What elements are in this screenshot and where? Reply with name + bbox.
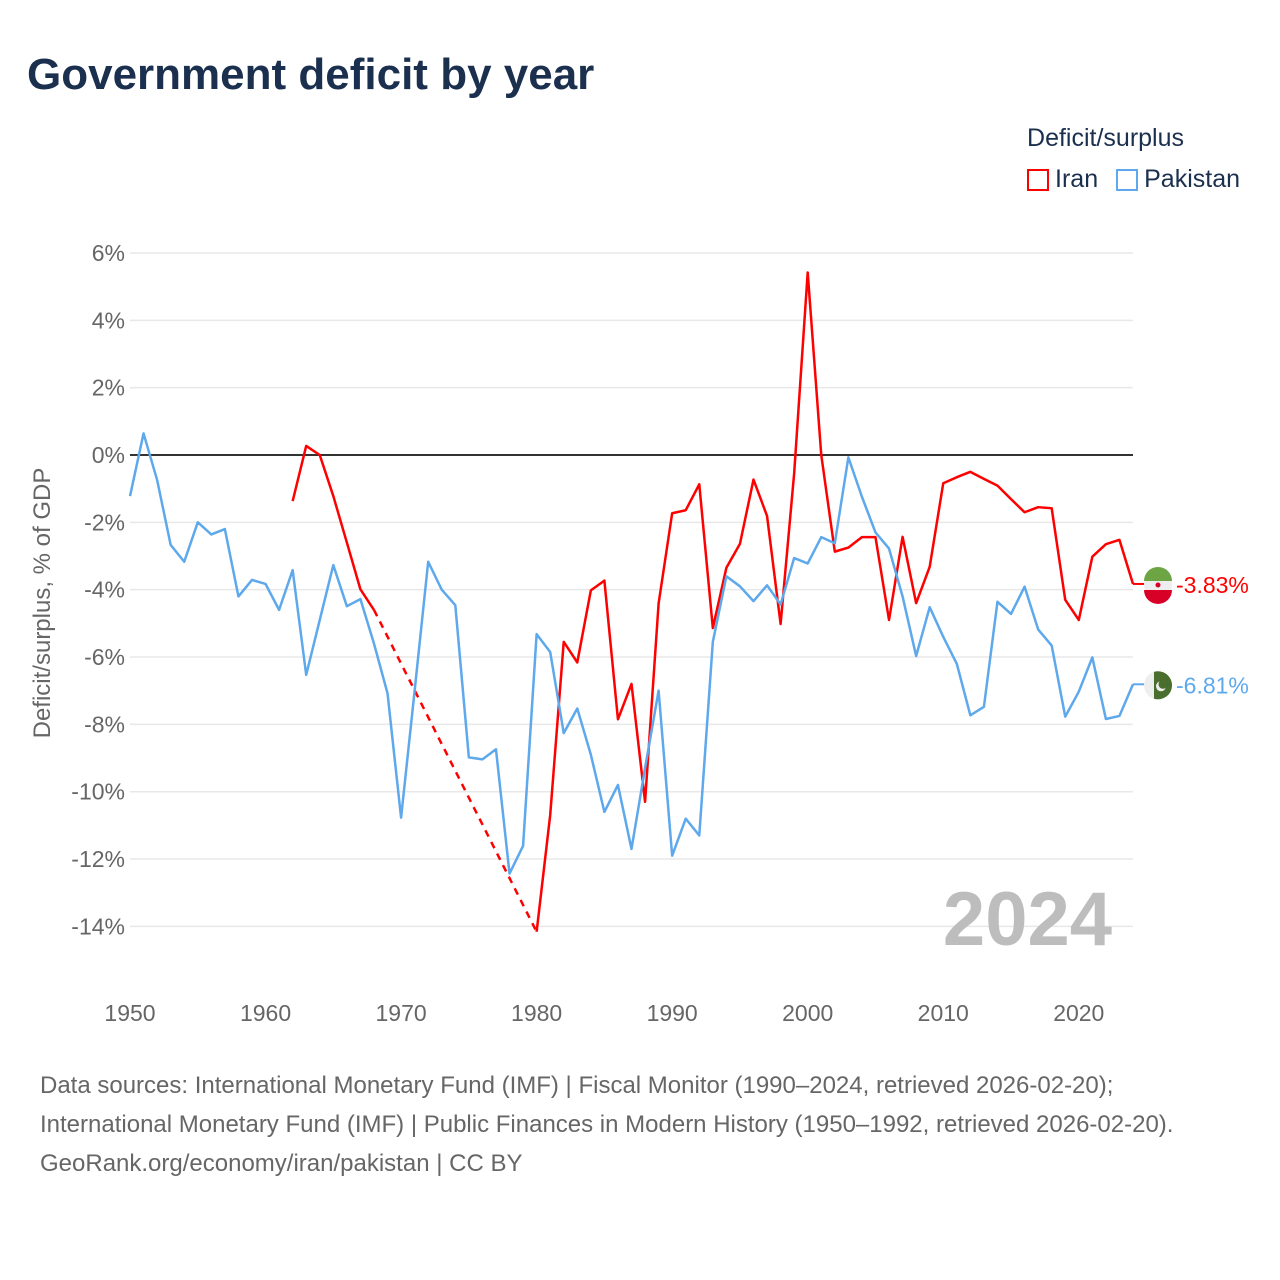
line-chart: 6% 4% 2% 0% -2% -4% -6% -8% -10% -12% -14% 1950 196… xyxy=(29,240,1249,1026)
x-tick-label: 1950 xyxy=(104,1000,155,1026)
pakistan-flag-icon xyxy=(1144,671,1173,700)
y-tick-label: -6% xyxy=(84,644,125,670)
flag-red xyxy=(1144,589,1172,604)
credit-link[interactable]: GeoRank.org/economy/iran/pakistan | CC B… xyxy=(40,1150,523,1177)
year-watermark: 2024 xyxy=(943,877,1112,962)
footer: Data sources: International Monetary Fun… xyxy=(40,1066,1240,1183)
y-tick-label: 0% xyxy=(92,442,125,468)
y-tick-label: -2% xyxy=(84,509,125,535)
legend-item-iran[interactable]: Iran xyxy=(1027,165,1098,194)
x-tick-label: 1960 xyxy=(240,1000,291,1026)
x-tick-label: 1980 xyxy=(511,1000,562,1026)
series-line-pakistan xyxy=(128,432,1135,875)
x-tick-label: 1970 xyxy=(375,1000,426,1026)
y-tick-label: -8% xyxy=(84,711,125,737)
flag-crescent-cut xyxy=(1158,679,1168,689)
legend-label-iran: Iran xyxy=(1055,165,1099,193)
y-tick-label: -12% xyxy=(71,846,125,872)
iran-flag-icon xyxy=(1144,566,1172,604)
y-axis-ticks: 6% 4% 2% 0% -2% -4% -6% -8% -10% -12% -14% xyxy=(71,240,125,939)
flag-emblem xyxy=(1155,582,1161,588)
x-axis-ticks: 1950 1960 1970 1980 1990 2000 2010 2020 xyxy=(104,1000,1104,1026)
y-tick-label: -10% xyxy=(71,779,125,805)
chart-title: Government deficit by year xyxy=(27,50,595,99)
series-lines xyxy=(128,271,1135,933)
series-line-iran xyxy=(535,271,1135,932)
legend: Deficit/surplus Iran Pakistan xyxy=(1027,124,1240,194)
x-tick-label: 1990 xyxy=(647,1000,698,1026)
legend-item-pakistan[interactable]: Pakistan xyxy=(1116,165,1240,194)
y-tick-label: 6% xyxy=(92,240,125,266)
flag-green xyxy=(1144,566,1172,581)
data-sources: Data sources: International Monetary Fun… xyxy=(40,1072,1174,1138)
legend-label-pakistan: Pakistan xyxy=(1144,165,1240,193)
legend-swatch-pakistan xyxy=(1116,168,1139,191)
end-label-pakistan: -6.81% xyxy=(1176,672,1249,698)
y-tick-label: 2% xyxy=(92,375,125,401)
end-label-iran: -3.83% xyxy=(1176,572,1249,598)
x-tick-label: 2010 xyxy=(918,1000,969,1026)
y-axis-label: Deficit/surplus, % of GDP xyxy=(29,468,56,739)
end-labels: -3.83% -6.81% xyxy=(1133,566,1249,700)
series-gap-iran xyxy=(372,609,538,933)
series-line-iran xyxy=(291,444,376,611)
legend-swatch-iran xyxy=(1027,168,1050,191)
y-tick-label: -4% xyxy=(84,577,125,603)
x-tick-label: 2000 xyxy=(782,1000,833,1026)
y-tick-label: 4% xyxy=(92,307,125,333)
gridlines xyxy=(130,252,1133,928)
y-tick-label: -14% xyxy=(71,913,125,939)
x-tick-label: 2020 xyxy=(1053,1000,1104,1026)
legend-title: Deficit/surplus xyxy=(1027,124,1185,152)
